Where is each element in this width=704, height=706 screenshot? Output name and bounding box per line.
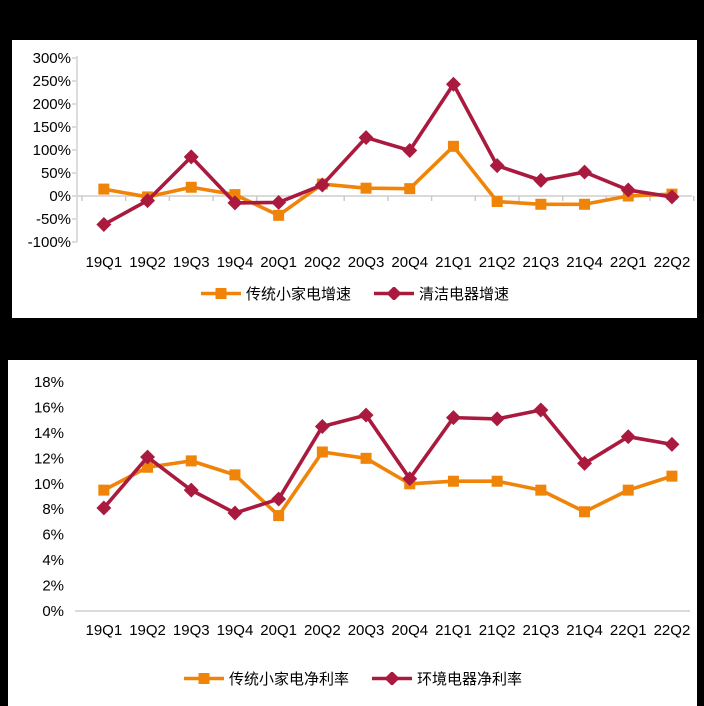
svg-text:20Q4: 20Q4 xyxy=(391,254,428,271)
svg-text:50%: 50% xyxy=(41,165,71,182)
svg-text:12%: 12% xyxy=(34,450,64,467)
svg-text:18%: 18% xyxy=(34,374,64,391)
net-margin-chart-panel: 18% 16% 14% 12% 10% 8% 6% 4% 2% 0% 19Q1 19Q2 19Q3 19Q… xyxy=(8,360,697,706)
svg-text:4%: 4% xyxy=(42,552,64,569)
svg-text:6%: 6% xyxy=(42,527,64,544)
orange-square-series-icon xyxy=(183,673,224,684)
svg-text:19Q2: 19Q2 xyxy=(129,622,166,639)
legend-item-traditional-growth: 传统小家电增速 xyxy=(200,283,351,304)
svg-text:19Q2: 19Q2 xyxy=(129,254,166,271)
svg-text:19Q1: 19Q1 xyxy=(85,622,122,639)
svg-text:21Q1: 21Q1 xyxy=(435,622,472,639)
legend-item-traditional-margin: 传统小家电净利率 xyxy=(183,668,349,689)
net-margin-chart-legend: 传统小家电净利率 环境电器净利率 xyxy=(8,668,697,689)
svg-text:250%: 250% xyxy=(33,73,71,90)
svg-text:19Q4: 19Q4 xyxy=(217,622,254,639)
svg-text:22Q2: 22Q2 xyxy=(654,622,691,639)
legend-label: 环境电器净利率 xyxy=(417,671,523,688)
net-margin-line-chart: 18% 16% 14% 12% 10% 8% 6% 4% 2% 0% 19Q1 19Q2 19Q3 19Q… xyxy=(34,374,691,639)
svg-text:19Q3: 19Q3 xyxy=(173,622,210,639)
svg-text:16%: 16% xyxy=(34,399,64,416)
svg-text:300%: 300% xyxy=(33,50,71,67)
svg-text:20Q1: 20Q1 xyxy=(260,622,297,639)
growth-chart-panel: 300% 250% 200% 150% 100% 50% 0% -50% -100% 19Q1 19… xyxy=(12,40,697,318)
svg-text:2%: 2% xyxy=(42,578,64,595)
crimson-diamond-series-icon xyxy=(374,287,414,300)
svg-text:14%: 14% xyxy=(34,425,64,442)
svg-text:21Q4: 21Q4 xyxy=(566,622,603,639)
svg-text:100%: 100% xyxy=(33,142,71,159)
svg-text:21Q2: 21Q2 xyxy=(479,254,516,271)
svg-text:21Q3: 21Q3 xyxy=(522,254,559,271)
svg-text:200%: 200% xyxy=(33,96,71,113)
svg-text:22Q2: 22Q2 xyxy=(654,254,691,271)
svg-text:8%: 8% xyxy=(42,501,64,518)
svg-text:19Q3: 19Q3 xyxy=(173,254,210,271)
growth-line-chart: 300% 250% 200% 150% 100% 50% 0% -50% -100% 19Q1 19… xyxy=(28,50,695,271)
svg-text:0%: 0% xyxy=(49,188,71,205)
svg-text:19Q4: 19Q4 xyxy=(217,254,254,271)
svg-text:19Q1: 19Q1 xyxy=(85,254,122,271)
svg-text:20Q4: 20Q4 xyxy=(391,622,428,639)
svg-text:21Q4: 21Q4 xyxy=(566,254,603,271)
svg-text:22Q1: 22Q1 xyxy=(610,622,647,639)
svg-text:21Q1: 21Q1 xyxy=(435,254,472,271)
legend-label: 传统小家电增速 xyxy=(245,286,351,303)
svg-text:-50%: -50% xyxy=(36,211,71,228)
growth-chart-legend: 传统小家电增速 清洁电器增速 xyxy=(12,283,697,304)
crimson-diamond-series-icon xyxy=(372,672,412,685)
legend-label: 清洁电器增速 xyxy=(419,286,510,303)
svg-text:0%: 0% xyxy=(42,603,64,620)
svg-text:10%: 10% xyxy=(34,476,64,493)
legend-label: 传统小家电净利率 xyxy=(228,671,349,688)
svg-text:20Q3: 20Q3 xyxy=(348,254,385,271)
legend-item-cleaning-growth: 清洁电器增速 xyxy=(373,283,509,304)
svg-text:20Q1: 20Q1 xyxy=(260,254,297,271)
svg-text:20Q2: 20Q2 xyxy=(304,622,341,639)
svg-text:21Q2: 21Q2 xyxy=(479,622,516,639)
svg-text:150%: 150% xyxy=(33,119,71,136)
svg-text:-100%: -100% xyxy=(28,234,71,251)
legend-item-environment-margin: 环境电器净利率 xyxy=(371,668,522,689)
orange-square-series-icon xyxy=(200,288,241,299)
svg-text:20Q3: 20Q3 xyxy=(348,622,385,639)
svg-text:20Q2: 20Q2 xyxy=(304,254,341,271)
svg-text:21Q3: 21Q3 xyxy=(522,622,559,639)
svg-text:22Q1: 22Q1 xyxy=(610,254,647,271)
